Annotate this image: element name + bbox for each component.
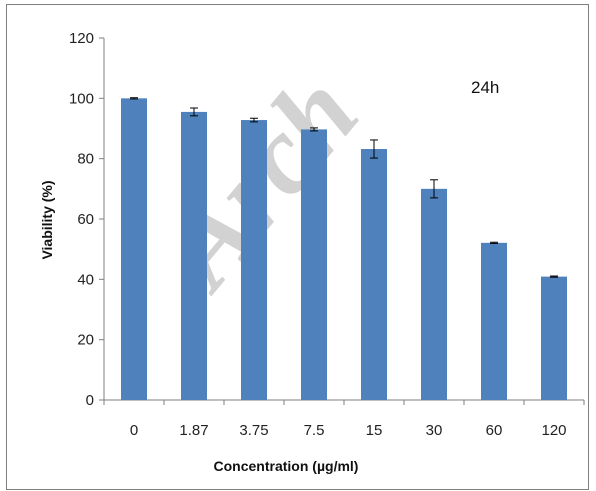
- bar: [481, 242, 507, 400]
- bar: [541, 276, 567, 400]
- y-tick-label: 80: [77, 151, 94, 168]
- bar: [421, 188, 447, 400]
- error-bars-group: [130, 97, 558, 278]
- bar: [241, 120, 267, 400]
- y-tick-label: 120: [69, 30, 94, 47]
- time-annotation: 24h: [471, 78, 499, 97]
- x-tick-label: 0: [130, 422, 138, 439]
- x-tick-label: 1.87: [179, 422, 208, 439]
- x-tick-label: 3.75: [239, 422, 268, 439]
- x-tick-label: 30: [426, 422, 443, 439]
- bars-group: [121, 98, 567, 401]
- x-tick-labels: 0 1.87 3.75 7.5 15 30 60 120: [130, 422, 567, 439]
- y-tick-label: 40: [77, 271, 94, 288]
- bar: [361, 149, 387, 400]
- x-tick-label: 15: [366, 422, 383, 439]
- y-axis-title: Viability (%): [39, 180, 55, 259]
- x-tick-label: 60: [486, 422, 503, 439]
- y-tick-label: 100: [69, 90, 94, 107]
- x-axis-title: Concentration (µg/ml): [214, 458, 359, 474]
- bar: [121, 98, 147, 400]
- y-tick-label: 0: [86, 392, 94, 409]
- bar: [301, 129, 327, 400]
- bar: [181, 111, 207, 401]
- y-tick-label: 60: [77, 211, 94, 228]
- x-tick-label: 120: [541, 422, 566, 439]
- y-tick-labels: 0 20 40 60 80 100 120: [69, 30, 94, 409]
- y-tick-label: 20: [77, 332, 94, 349]
- x-tick-label: 7.5: [304, 422, 325, 439]
